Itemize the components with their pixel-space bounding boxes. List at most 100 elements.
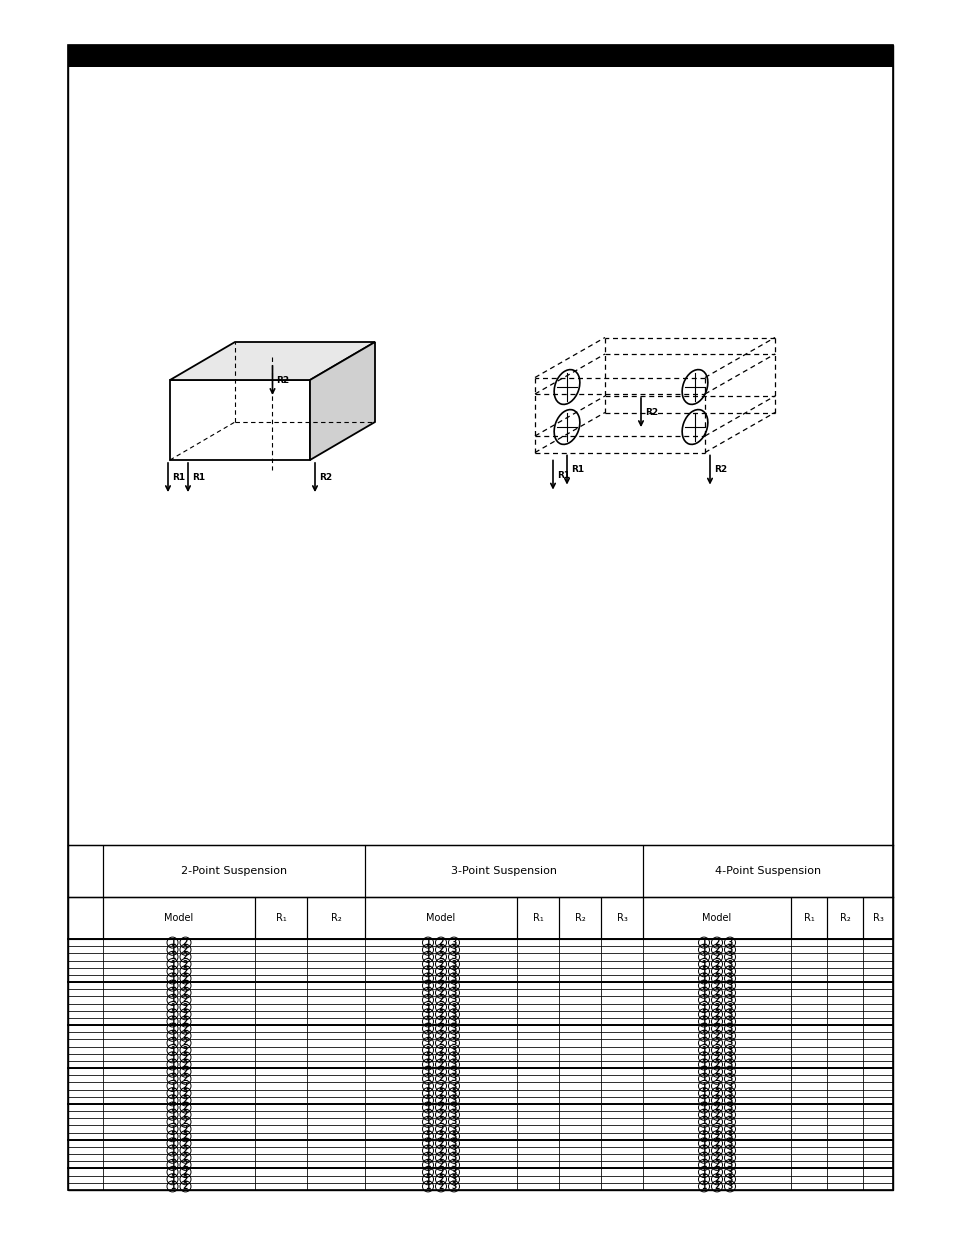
Bar xyxy=(826,1132,862,1140)
Text: 2: 2 xyxy=(183,1131,188,1141)
Bar xyxy=(600,1082,642,1089)
Bar xyxy=(600,953,642,961)
Bar xyxy=(826,1161,862,1168)
Bar xyxy=(68,1097,103,1104)
Bar xyxy=(307,1076,365,1082)
Bar xyxy=(600,997,642,1004)
Bar xyxy=(642,1097,790,1104)
Text: 3: 3 xyxy=(726,1174,732,1183)
Bar xyxy=(254,1040,307,1046)
Bar xyxy=(68,1176,103,1183)
Bar xyxy=(558,1125,600,1132)
Bar xyxy=(517,1147,558,1155)
Text: 2: 2 xyxy=(438,1016,443,1026)
Bar xyxy=(642,1025,790,1032)
Text: 1: 1 xyxy=(425,1131,430,1141)
Bar xyxy=(790,1104,826,1112)
Text: Model: Model xyxy=(164,913,193,923)
Text: 3: 3 xyxy=(726,1060,732,1070)
Bar xyxy=(254,968,307,974)
Bar xyxy=(307,1032,365,1040)
Bar xyxy=(68,1161,103,1168)
Text: 1: 1 xyxy=(425,1024,430,1034)
Bar xyxy=(68,1082,103,1089)
Bar xyxy=(254,1118,307,1125)
Bar xyxy=(517,1112,558,1118)
Bar xyxy=(826,946,862,953)
Bar xyxy=(68,1068,103,1076)
Bar xyxy=(365,1140,517,1147)
Text: 2: 2 xyxy=(714,1082,719,1091)
Text: 2: 2 xyxy=(438,974,443,983)
Text: 3: 3 xyxy=(451,1118,456,1126)
Bar xyxy=(103,946,254,953)
Bar xyxy=(826,1147,862,1155)
Text: 2: 2 xyxy=(714,1010,719,1019)
Bar xyxy=(365,1118,517,1125)
Text: 3: 3 xyxy=(726,1139,732,1147)
Bar xyxy=(642,1118,790,1125)
Bar xyxy=(558,968,600,974)
Text: 2: 2 xyxy=(714,981,719,990)
Bar xyxy=(254,1053,307,1061)
Bar xyxy=(307,1068,365,1076)
Bar xyxy=(558,989,600,997)
Bar xyxy=(103,1125,254,1132)
Text: 1: 1 xyxy=(425,1174,430,1183)
Bar xyxy=(365,1147,517,1155)
Bar xyxy=(558,1176,600,1183)
Bar xyxy=(642,982,790,989)
Bar xyxy=(103,974,254,982)
Text: 1: 1 xyxy=(700,1003,706,1011)
Bar xyxy=(68,946,103,953)
Text: 1: 1 xyxy=(170,1082,175,1091)
Text: 2: 2 xyxy=(714,945,719,955)
Text: 2: 2 xyxy=(183,1103,188,1112)
Bar xyxy=(862,1076,892,1082)
Text: 3: 3 xyxy=(726,1167,732,1177)
Bar xyxy=(254,989,307,997)
Bar xyxy=(600,1140,642,1147)
Bar xyxy=(365,1104,517,1112)
Text: 1: 1 xyxy=(170,1031,175,1040)
Bar xyxy=(600,1025,642,1032)
Bar xyxy=(254,1097,307,1104)
Text: 1: 1 xyxy=(170,1074,175,1083)
Bar xyxy=(642,1010,790,1018)
Text: 3: 3 xyxy=(451,1003,456,1011)
Text: 3-Point Suspension: 3-Point Suspension xyxy=(451,866,557,876)
Bar xyxy=(68,997,103,1004)
Bar xyxy=(862,997,892,1004)
Text: R2: R2 xyxy=(713,466,726,474)
Bar xyxy=(365,1018,517,1025)
Text: 2: 2 xyxy=(183,1024,188,1034)
Bar xyxy=(68,1183,103,1191)
Bar xyxy=(600,1132,642,1140)
Text: R₁: R₁ xyxy=(275,913,286,923)
Bar xyxy=(558,1040,600,1046)
Text: 1: 1 xyxy=(170,1052,175,1062)
Bar xyxy=(517,1118,558,1125)
Text: 2: 2 xyxy=(714,1039,719,1047)
Bar xyxy=(68,953,103,961)
Text: 3: 3 xyxy=(451,945,456,955)
Bar xyxy=(68,1104,103,1112)
Bar xyxy=(517,1183,558,1191)
Bar xyxy=(307,1118,365,1125)
Bar xyxy=(254,1183,307,1191)
Text: 2: 2 xyxy=(183,988,188,998)
Text: 1: 1 xyxy=(425,981,430,990)
Bar xyxy=(365,961,517,968)
Bar xyxy=(365,1004,517,1010)
Text: 1: 1 xyxy=(425,1146,430,1155)
Text: 2: 2 xyxy=(438,939,443,947)
Bar xyxy=(558,1076,600,1082)
Bar xyxy=(558,1104,600,1112)
Text: 3: 3 xyxy=(451,939,456,947)
Bar xyxy=(558,1118,600,1125)
Bar xyxy=(68,1132,103,1140)
Text: 1: 1 xyxy=(170,1131,175,1141)
Polygon shape xyxy=(170,380,310,459)
Bar xyxy=(600,1168,642,1176)
Text: 2: 2 xyxy=(183,945,188,955)
